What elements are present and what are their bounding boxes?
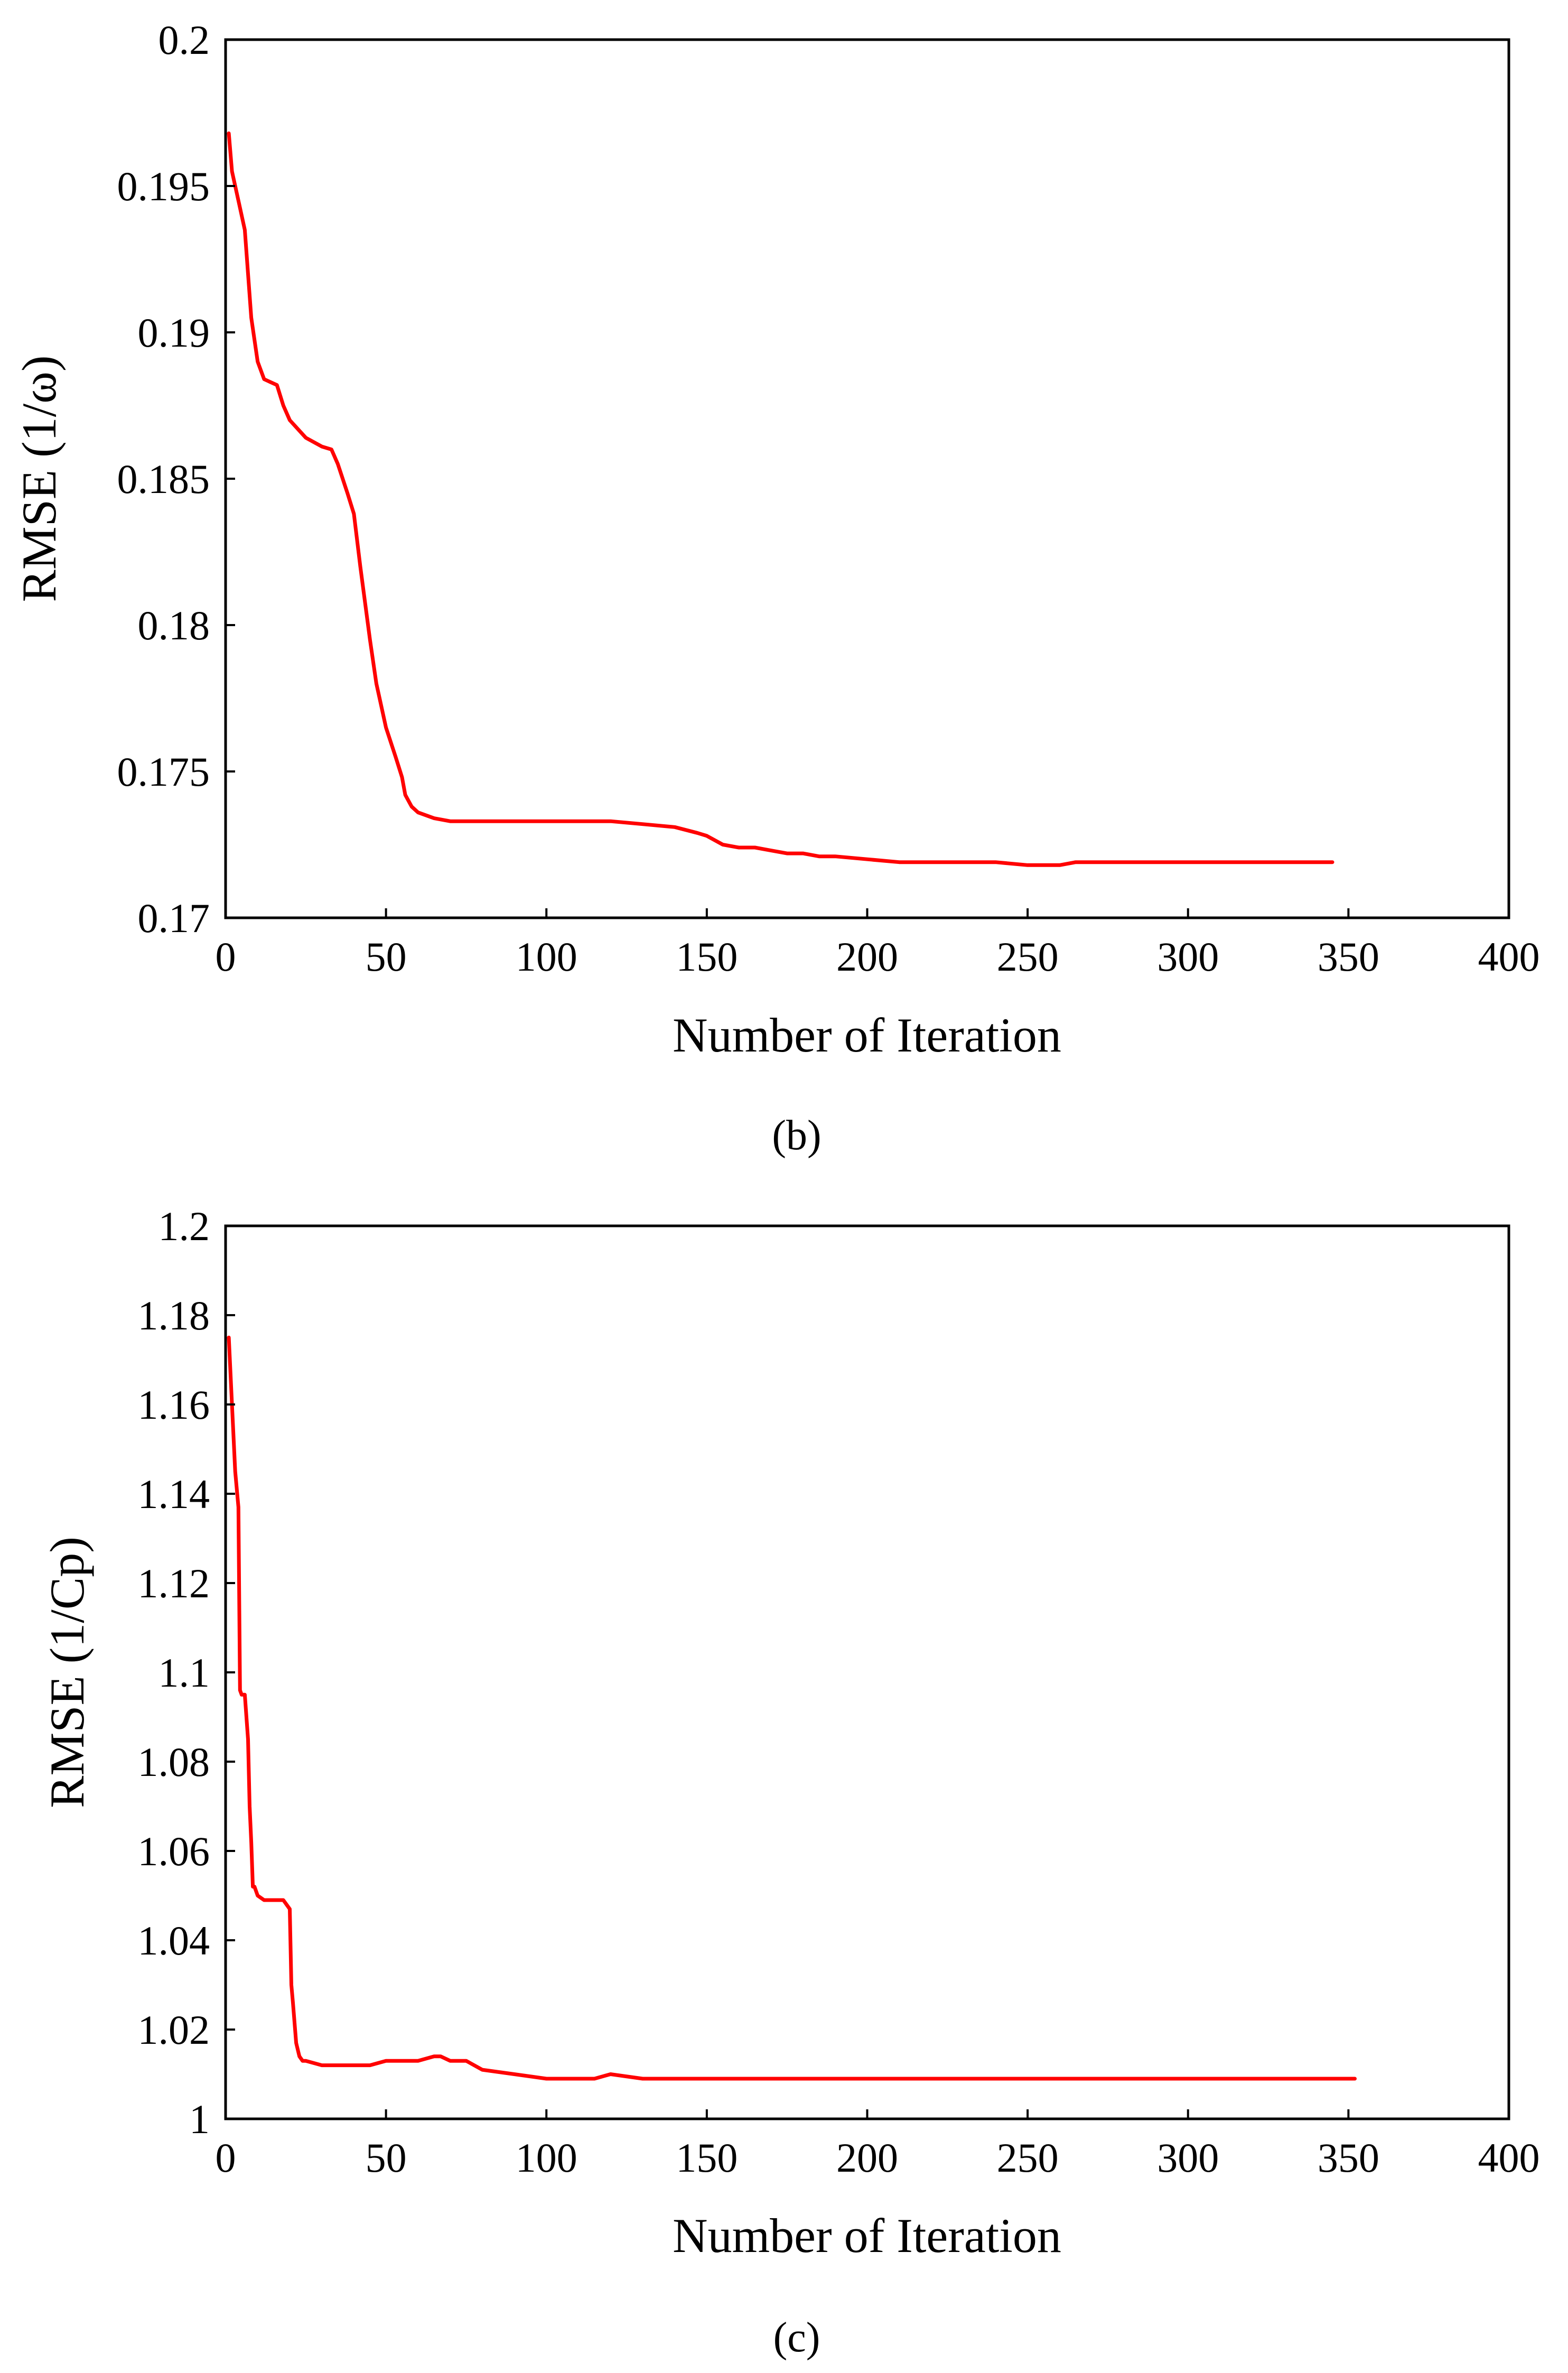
chart-b-xlabel: Number of Iteration xyxy=(673,1008,1061,1062)
chart-b-y-tick-label: 0.17 xyxy=(138,895,210,941)
chart-c-y-tick-label: 1.18 xyxy=(138,1292,210,1338)
chart-c-series-line-0 xyxy=(227,1335,1357,2081)
chart-c-x-tick-label: 50 xyxy=(366,2135,407,2181)
chart-b-x-ticks: 0 50 100 150 200 250 300 350 400 xyxy=(216,908,1540,980)
chart-c-x-tick-label: 200 xyxy=(836,2135,898,2181)
panel-label-c: (c) xyxy=(773,2314,820,2361)
chart-c-y-tick-label: 1.06 xyxy=(138,1828,210,1874)
chart-b-x-tick-label: 200 xyxy=(836,934,898,980)
chart-b-x-tick-label: 400 xyxy=(1478,934,1540,980)
chart-b-y-tick-label: 0.19 xyxy=(138,310,210,356)
chart-c-x-tick-label: 100 xyxy=(516,2135,577,2181)
chart-c-y-tick-label: 1.04 xyxy=(138,1918,210,1963)
chart-b-y-ticks: 0.17 0.175 0.18 0.185 0.19 0.195 0.2 xyxy=(117,17,235,941)
chart-c-marks xyxy=(227,1335,1357,2081)
chart-b-x-tick-label: 250 xyxy=(997,934,1059,980)
chart-c-xlabel: Number of Iteration xyxy=(673,2209,1061,2263)
chart-c-ylabel: RMSE (1/Cp) xyxy=(40,1537,94,1808)
chart-b-x-tick-label: 0 xyxy=(216,934,236,980)
chart-c-y-tick-label: 1.2 xyxy=(158,1203,210,1249)
chart-c-y-tick-label: 1 xyxy=(189,2096,210,2142)
chart-b-series-line-0 xyxy=(227,131,1334,867)
chart-b-x-tick-label: 300 xyxy=(1157,934,1219,980)
panel-label-b: (b) xyxy=(772,1112,821,1159)
chart-c-y-tick-label: 1.08 xyxy=(138,1739,210,1785)
chart-c-y-tick-label: 1.14 xyxy=(138,1471,210,1517)
chart-c-x-tick-label: 150 xyxy=(676,2135,738,2181)
chart-panel-c: 0 50 100 150 200 250 300 350 400 1 1.02 1.04 1.06 1.… xyxy=(40,1203,1540,2361)
chart-c-x-tick-label: 400 xyxy=(1478,2135,1540,2181)
chart-c-y-tick-label: 1.12 xyxy=(138,1560,210,1606)
chart-b-y-tick-label: 0.18 xyxy=(138,602,210,648)
chart-b-y-tick-label: 0.175 xyxy=(117,749,210,795)
chart-b-x-tick-label: 350 xyxy=(1318,934,1379,980)
chart-b-y-tick-label: 0.195 xyxy=(117,163,210,209)
chart-c-x-ticks: 0 50 100 150 200 250 300 350 400 xyxy=(216,2109,1540,2181)
chart-c-y-tick-label: 1.1 xyxy=(158,1650,210,1696)
chart-b-x-tick-label: 150 xyxy=(676,934,738,980)
chart-b-y-tick-label: 0.2 xyxy=(158,17,210,63)
chart-b-ylabel: RMSE (1/ω) xyxy=(12,356,66,602)
chart-panel-b: 0 50 100 150 200 250 300 350 400 0.170.1750.180.… xyxy=(12,17,1540,1159)
chart-b-x-tick-label: 50 xyxy=(366,934,407,980)
chart-c-y-tick-label: 1.16 xyxy=(138,1382,210,1428)
chart-c-y-tick-label: 1.02 xyxy=(138,2007,210,2053)
chart-c-x-tick-label: 0 xyxy=(216,2135,236,2181)
chart-b-y-tick-label: 0.185 xyxy=(117,456,210,502)
chart-c-x-tick-label: 350 xyxy=(1318,2135,1379,2181)
chart-c-x-tick-label: 300 xyxy=(1157,2135,1219,2181)
chart-b-marks xyxy=(227,131,1334,867)
chart-c-y-ticks: 1 1.02 1.04 1.06 1.08 1.1 1.12 1.14 1.16 1.18 1.2 xyxy=(138,1203,235,2142)
chart-b-x-tick-label: 100 xyxy=(516,934,577,980)
chart-c-x-tick-label: 250 xyxy=(997,2135,1059,2181)
